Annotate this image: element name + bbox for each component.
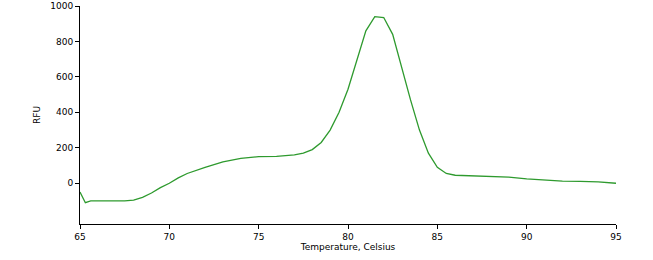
svg-text:75: 75 [253,232,264,242]
svg-text:85: 85 [432,232,443,242]
svg-text:Temperature, Celsius: Temperature, Celsius [300,242,396,252]
svg-text:0: 0 [67,178,73,188]
svg-text:600: 600 [56,72,73,82]
svg-text:70: 70 [164,232,176,242]
svg-text:95: 95 [610,232,621,242]
svg-text:65: 65 [74,232,85,242]
svg-text:400: 400 [56,107,73,117]
svg-text:1000: 1000 [50,1,73,11]
svg-text:RFU: RFU [32,106,42,124]
svg-text:800: 800 [56,37,73,47]
svg-text:80: 80 [342,232,354,242]
svg-text:90: 90 [521,232,533,242]
svg-text:200: 200 [56,143,73,153]
